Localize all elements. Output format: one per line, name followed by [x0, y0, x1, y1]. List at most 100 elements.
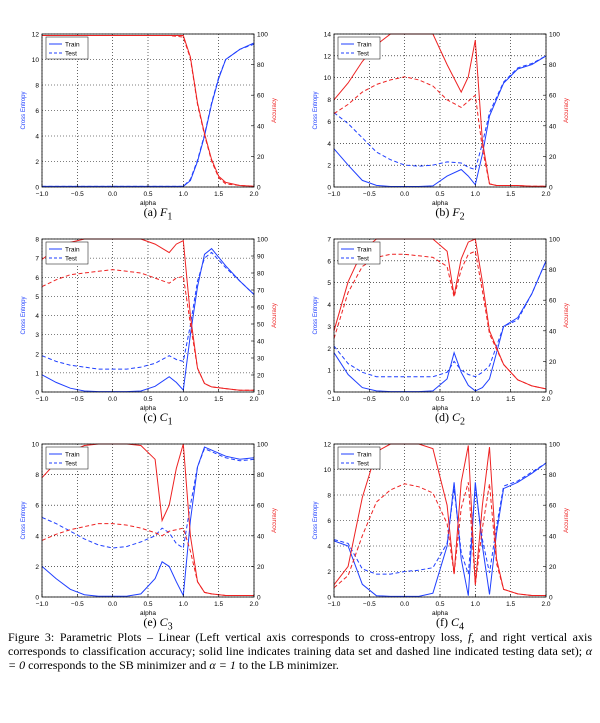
y-right-tick-label: 70 [257, 288, 265, 295]
subfigure-caption-label: (f) [435, 615, 451, 629]
legend: Train Test [337, 446, 381, 470]
y-left-tick-label: 6 [35, 503, 39, 510]
legend: Train Test [337, 241, 381, 265]
legend: Train Test [45, 446, 89, 470]
y-right-axis-label: Accuracy [272, 98, 278, 123]
x-tick-label: 2.0 [249, 396, 258, 403]
y-left-tick-label: 8 [35, 472, 39, 479]
y-right-tick-label: 60 [257, 93, 265, 100]
chart-panel: −1.0 −0.5 0.0 0.5 1.0 1.5 2.0 0 1 2 3 4 5 6 7 8 10 20 30 40… [8, 225, 308, 430]
y-left-tick-label: 4 [35, 313, 39, 320]
series-line-test-loss [41, 251, 255, 370]
x-tick-label: 1.5 [214, 396, 223, 403]
x-tick-label: 0.0 [108, 601, 117, 608]
subfigure-caption: (c) C1 [8, 410, 308, 427]
y-left-tick-label: 4 [35, 134, 39, 141]
x-tick-label: −0.5 [363, 396, 376, 403]
y-left-tick-label: 7 [327, 237, 331, 244]
y-right-tick-label: 90 [257, 254, 265, 261]
y-right-tick-label: 80 [549, 267, 557, 274]
x-tick-label: 1.0 [179, 396, 188, 403]
x-tick-label: 0.0 [400, 396, 409, 403]
y-left-axis-label: Cross Entropy [313, 91, 319, 129]
y-right-axis-label: Accuracy [564, 98, 570, 123]
y-left-tick-label: 8 [35, 83, 39, 90]
x-axis-label: alpha [432, 610, 448, 617]
y-left-tick-label: 1 [327, 368, 331, 375]
y-right-tick-label: 20 [549, 154, 557, 161]
y-left-tick-label: 3 [35, 332, 39, 339]
x-tick-label: 2.0 [541, 601, 550, 608]
x-axis-label: alpha [432, 405, 448, 412]
subfigure-caption: (a) F1 [8, 205, 308, 222]
y-right-tick-label: 60 [549, 298, 557, 305]
x-axis-label: alpha [140, 610, 156, 617]
subfigure-caption-subscript: 3 [167, 621, 173, 633]
y-right-tick-label: 60 [257, 503, 265, 510]
x-tick-label: −0.5 [71, 396, 84, 403]
legend-label-train: Train [357, 452, 372, 459]
x-tick-label: −1.0 [36, 396, 49, 403]
subfigure-caption-symbol: C [451, 410, 460, 424]
subfigure-caption-subscript: 2 [459, 211, 465, 223]
y-right-tick-label: 0 [257, 185, 261, 192]
x-tick-label: −0.5 [363, 191, 376, 198]
y-left-axis-label: Cross Entropy [21, 91, 27, 129]
y-left-tick-label: 6 [327, 518, 331, 525]
y-left-tick-label: 0 [327, 185, 331, 192]
subfigure-caption: (d) C2 [300, 410, 600, 427]
x-tick-label: 2.0 [249, 191, 258, 198]
y-left-tick-label: 12 [32, 32, 40, 39]
figure-caption: Figure 3: Parametric Plots – Linear (Lef… [8, 630, 592, 672]
y-right-tick-label: 60 [549, 93, 557, 100]
series-line-test-accuracy [41, 269, 254, 391]
y-right-tick-label: 40 [549, 533, 557, 540]
x-tick-label: 1.0 [179, 601, 188, 608]
legend-label-train: Train [65, 42, 80, 49]
subfigure-caption-label: (d) [434, 410, 452, 424]
y-right-tick-label: 20 [549, 359, 557, 366]
series-line-test-loss [42, 43, 255, 187]
y-left-tick-label: 0 [327, 390, 331, 397]
chart-panel: −1.0 −0.5 0.0 0.5 1.0 1.5 2.0 0 2 4 6 8 10 12 0 20 40 60 8… [8, 20, 308, 225]
y-right-tick-label: 100 [549, 32, 560, 39]
x-tick-label: −1.0 [328, 396, 341, 403]
x-tick-label: 0.0 [400, 191, 409, 198]
y-right-tick-label: 100 [257, 237, 268, 244]
y-left-tick-label: 6 [327, 258, 331, 265]
subfigure-caption: (e) C3 [8, 615, 308, 632]
series-line-test-loss [41, 447, 255, 549]
y-left-tick-label: 4 [35, 533, 39, 540]
y-left-tick-label: 5 [327, 280, 331, 287]
y-left-tick-label: 10 [32, 57, 40, 64]
legend: Train Test [45, 36, 89, 60]
caption-alpha-1: α = 1 [209, 658, 236, 672]
y-left-tick-label: 1 [35, 370, 39, 377]
x-tick-label: 2.0 [249, 601, 258, 608]
series-line-train-loss [41, 446, 255, 598]
y-left-tick-label: 2 [35, 351, 39, 358]
x-tick-label: 1.5 [506, 396, 515, 403]
y-left-tick-label: 6 [35, 108, 39, 115]
subfigure-caption-label: (b) [435, 205, 453, 219]
y-left-tick-label: 2 [35, 564, 39, 571]
y-left-tick-label: 2 [327, 569, 331, 576]
y-right-axis-label: Accuracy [564, 508, 570, 533]
x-tick-label: −1.0 [36, 601, 49, 608]
y-right-tick-label: 0 [549, 595, 553, 602]
legend: Train Test [337, 36, 381, 60]
caption-text-2: , and right vertical axis corresponds to… [8, 630, 593, 658]
y-right-tick-label: 100 [549, 237, 560, 244]
x-tick-label: 2.0 [541, 396, 550, 403]
x-tick-label: −1.0 [328, 601, 341, 608]
subfigure-caption: (b) F2 [300, 205, 600, 222]
y-left-tick-label: 5 [35, 294, 39, 301]
chart-svg: −1.0 −0.5 0.0 0.5 1.0 1.5 2.0 0 1 2 3 4 5 6 7 8 10 20 30 40… [21, 237, 278, 413]
legend-label-train: Train [65, 452, 80, 459]
legend-label-train: Train [65, 247, 80, 254]
y-right-tick-label: 80 [549, 62, 557, 69]
y-left-tick-label: 8 [327, 493, 331, 500]
subfigure-caption-symbol: C [159, 615, 168, 629]
y-left-tick-label: 6 [35, 275, 39, 282]
x-tick-label: 0.5 [143, 396, 152, 403]
